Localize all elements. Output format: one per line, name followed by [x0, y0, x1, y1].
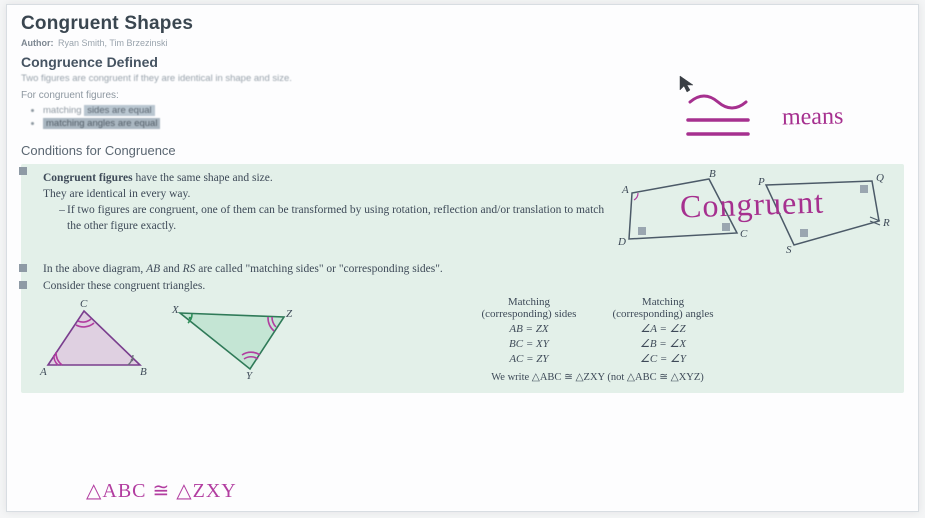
for-line: For congruent figures: [21, 90, 904, 101]
cell: BC = XY [463, 337, 594, 352]
textbook-excerpt: Congruent figures have the same shape an… [21, 164, 904, 393]
dash-icon: – [57, 203, 67, 234]
label-A2: A [39, 366, 47, 378]
label-A: A [621, 184, 629, 196]
table-h2: Matching(corresponding) angles [594, 296, 731, 322]
cell: ∠B = ∠X [594, 337, 731, 352]
textbook-top-row: Congruent figures have the same shape an… [31, 171, 894, 256]
cell: ∠A = ∠Z [594, 322, 731, 337]
table-row: AB = ZX∠A = ∠Z [463, 322, 731, 337]
author-names: Ryan Smith, Tim Brzezinski [58, 38, 168, 48]
tb-dashlist: – If two figures are congruent, one of t… [57, 203, 608, 234]
textbook-right-quads: A B C D P Q R S [608, 171, 894, 256]
tb-line-matching: In the above diagram, AB and RS are call… [31, 262, 894, 278]
label-C2: C [80, 298, 88, 310]
document-page: Congruent Shapes Author: Ryan Smith, Tim… [6, 4, 919, 512]
gray-square-icon [19, 281, 27, 289]
bullet-sides: matching sides are equal [43, 105, 904, 116]
triangle-abc: A B C [36, 303, 156, 381]
tb-line1-strong: Congruent figures [43, 172, 133, 184]
tb-line1-rest: have the same shape and size. [133, 172, 273, 184]
label-B: B [709, 168, 716, 180]
page-title: Congruent Shapes [21, 13, 904, 35]
gray-square-icon [19, 264, 27, 272]
gray-square-icon [19, 167, 27, 175]
bullet-list: matching sides are equal matching angles… [43, 105, 904, 129]
quadrilateral-abcd: A B C D [614, 171, 754, 256]
tb-dash-text: If two figures are congruent, one of the… [67, 203, 608, 234]
label-B2: B [140, 366, 147, 378]
bullet-angles-hl: matching angles are equal [43, 118, 160, 129]
h1b: (corresponding) sides [481, 308, 576, 320]
matching-table: Matching(corresponding) sides Matching(c… [463, 296, 731, 367]
label-S: S [786, 244, 792, 256]
intro-line: Two figures are congruent if they are id… [21, 73, 904, 84]
we-write-line: We write △ABC ≅ △ZXY (not △ABC ≅ △XYZ) [301, 371, 894, 385]
table-row: AC = ZY∠C = ∠Y [463, 352, 731, 367]
quadrilateral-pqrs: P Q R S [754, 171, 894, 256]
label-Y: Y [246, 370, 254, 382]
h2b: (corresponding) angles [612, 308, 713, 320]
author-label: Author: [21, 38, 54, 48]
bullet-angles: matching angles are equal [43, 118, 904, 129]
tb-lm-i2: RS [183, 263, 196, 275]
tb-line-consider: Consider these congruent triangles. [31, 279, 894, 295]
tb-line1: Congruent figures have the same shape an… [43, 171, 608, 187]
tb-line2: They are identical in every way. [43, 187, 608, 203]
bullet-sides-hl: sides are equal [84, 105, 154, 116]
cell: AC = ZY [463, 352, 594, 367]
author-line: Author: Ryan Smith, Tim Brzezinski [21, 38, 904, 48]
label-Z: Z [286, 308, 293, 320]
table-h1: Matching(corresponding) sides [463, 296, 594, 322]
table-header-row: Matching(corresponding) sides Matching(c… [463, 296, 731, 322]
tb-lm-mid: and [160, 263, 182, 275]
tb-lm-pre: In the above diagram, [43, 263, 146, 275]
h1a: Matching [508, 296, 550, 308]
label-D: D [617, 236, 626, 248]
label-C: C [740, 228, 748, 240]
triangle-xyz: X Y Z [166, 303, 296, 381]
table-row: BC = XY∠B = ∠X [463, 337, 731, 352]
cell: ∠C = ∠Y [594, 352, 731, 367]
h2a: Matching [642, 296, 684, 308]
section-congruence-defined: Congruence Defined [21, 54, 904, 70]
label-P: P [757, 176, 765, 188]
label-R: R [882, 217, 890, 229]
label-Q: Q [876, 172, 884, 184]
textbook-lower: In the above diagram, AB and RS are call… [31, 262, 894, 385]
tb-lm-i1: AB [146, 263, 160, 275]
textbook-left: Congruent figures have the same shape an… [31, 171, 608, 256]
label-X: X [171, 304, 180, 316]
tb-lm-post: are called "matching sides" or "correspo… [195, 263, 442, 275]
bullet-sides-pre: matching [43, 105, 84, 116]
tb-dash-item: – If two figures are congruent, one of t… [57, 203, 608, 234]
cell: AB = ZX [463, 322, 594, 337]
matching-table-wrap: Matching(corresponding) sides Matching(c… [301, 296, 894, 385]
triangle-row: A B C X Y Z [31, 296, 894, 385]
section-conditions: Conditions for Congruence [21, 143, 904, 158]
triangle-diagrams: A B C X Y Z [31, 296, 301, 385]
